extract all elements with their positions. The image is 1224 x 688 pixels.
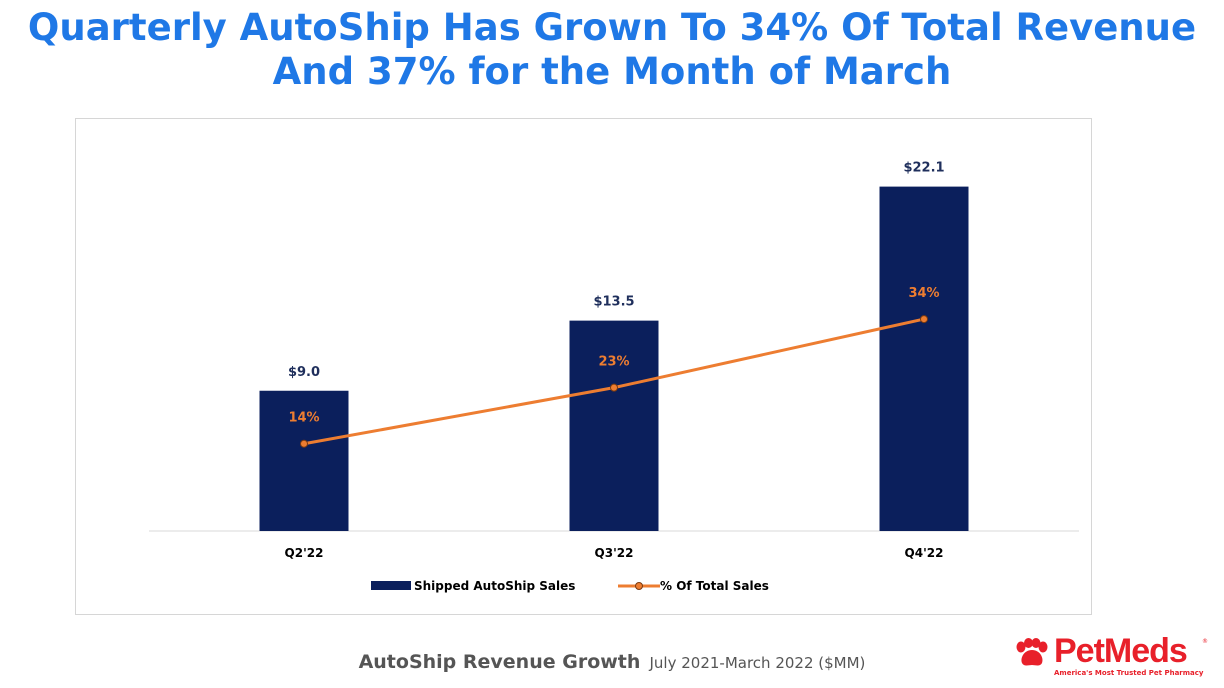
legend-swatch-marker [635,582,643,590]
title-line-2: And 37% for the Month of March [272,50,952,93]
bar-value-label-2: $22.1 [903,161,944,176]
bar-value-label-0: $9.0 [288,365,320,380]
bar-1 [569,320,659,531]
logo-brand: PetMeds [1054,632,1188,670]
bar-value-label-1: $13.5 [593,295,634,310]
pct-label-1: 23% [598,355,629,370]
chart-frame: $9.0 Q2'22 $13.5 Q3'22 $22.1 Q4'22 14% 23% 34% Sh… [75,118,1092,615]
footer-main: AutoShip Revenue Growth [358,651,641,673]
logo-trademark: ® [1202,638,1208,645]
paw-icon [1016,638,1048,666]
bar-2 [879,186,969,531]
legend-swatch-bars [371,581,411,590]
autoship-chart: $9.0 Q2'22 $13.5 Q3'22 $22.1 Q4'22 14% 23% 34% Sh… [149,161,1079,593]
x-tick-label-0: Q2'22 [285,546,324,560]
pct-label-2: 34% [908,286,939,301]
x-tick-label-2: Q4'22 [905,546,944,560]
footer-caption: AutoShip Revenue Growth July 2021-March … [0,651,1224,673]
slide-title: Quarterly AutoShip Has Grown To 34% Of T… [0,6,1224,94]
petmeds-logo: PetMeds ® America's Most Trusted Pet Pha… [1014,632,1214,682]
legend-label-bars: Shipped AutoShip Sales [414,579,575,593]
title-line-1: Quarterly AutoShip Has Grown To 34% Of T… [27,6,1197,49]
pct-point-1 [610,383,618,392]
footer-sub: July 2021-March 2022 ($MM) [649,654,866,672]
logo-tagline: America's Most Trusted Pet Pharmacy [1054,669,1204,677]
pct-point-0 [300,439,308,448]
pct-label-0: 14% [288,411,319,426]
legend-label-line: % Of Total Sales [660,579,769,593]
bar-0 [259,390,349,531]
pct-point-2 [920,315,928,324]
x-tick-label-1: Q3'22 [595,546,634,560]
